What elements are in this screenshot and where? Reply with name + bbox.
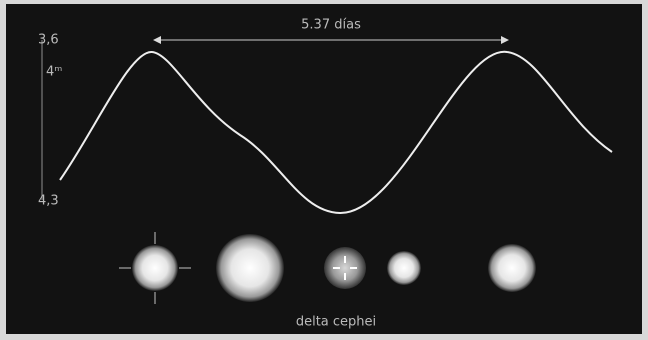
light-curve	[59, 50, 613, 215]
star-large	[216, 234, 284, 302]
scale-bottom: 4,3	[38, 194, 59, 209]
background	[6, 4, 642, 334]
scale-top: 3,6	[38, 33, 59, 48]
period-label: 5.37 días	[301, 18, 361, 33]
star-max	[119, 232, 191, 304]
star-contracting	[324, 247, 366, 289]
star-max-2	[488, 244, 536, 292]
scale-mid: 4ᵐ	[46, 65, 62, 80]
star-small	[387, 251, 421, 285]
caption: delta cephei	[296, 315, 376, 330]
